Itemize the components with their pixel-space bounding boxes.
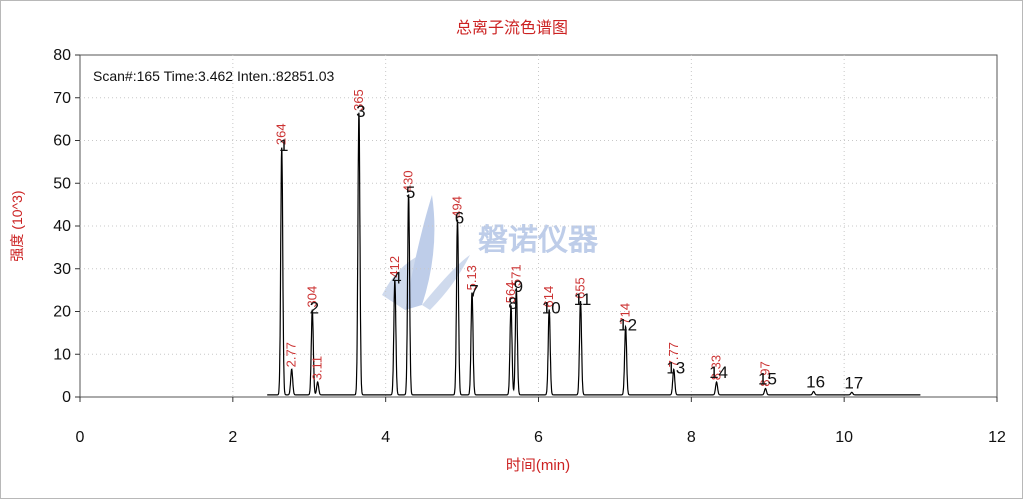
y-tick-label: 20 xyxy=(53,304,71,321)
peak-rt-label: 412 xyxy=(387,256,402,278)
x-tick-label: 8 xyxy=(687,429,696,446)
peak-rt-label: 655 xyxy=(573,277,588,299)
x-tick-label: 10 xyxy=(835,429,853,446)
peak-number-label: 17 xyxy=(844,373,863,392)
x-axis-label: 时间(min) xyxy=(506,457,570,474)
peak-rt-label: 264 xyxy=(274,123,289,145)
y-tick-label: 30 xyxy=(53,261,71,278)
peak-rt-label: 571 xyxy=(508,264,523,286)
peak-number-label: 10 xyxy=(542,299,561,318)
x-tick-label: 12 xyxy=(988,429,1006,446)
peak-number-label: 7 xyxy=(469,281,478,300)
peak-rt-label: 8.97 xyxy=(758,361,773,386)
x-tick-label: 4 xyxy=(381,429,390,446)
peak-number-label: 1 xyxy=(279,136,288,155)
peak-number-label: 5 xyxy=(406,183,415,202)
peak-number-label: 3 xyxy=(356,102,365,121)
peak-number-label: 11 xyxy=(574,290,592,309)
peak-number-label: 15 xyxy=(758,370,777,389)
y-tick-label: 80 xyxy=(53,47,71,64)
peak-number-label: 16 xyxy=(806,373,825,392)
peak-number-label: 4 xyxy=(392,269,401,288)
chart-title: 总离子流色谱图 xyxy=(456,19,568,37)
watermark-text: 磐诺仪器 xyxy=(478,224,599,257)
peak-rt-label: 2.77 xyxy=(284,342,299,367)
peak-rt-label: 714 xyxy=(618,303,633,325)
y-tick-label: 10 xyxy=(53,346,71,363)
peak-rt-label: 8.33 xyxy=(709,355,724,380)
y-tick-label: 0 xyxy=(62,389,71,406)
x-tick-label: 0 xyxy=(76,429,85,446)
x-tick-label: 6 xyxy=(534,429,543,446)
y-tick-label: 70 xyxy=(53,90,71,107)
peak-number-label: 13 xyxy=(666,358,685,377)
grid xyxy=(80,55,997,397)
scan-readout: Scan#:165 Time:3.462 Inten.:82851.03 xyxy=(93,68,335,84)
peak-number-label: 2 xyxy=(310,299,319,318)
peak-number-label: 6 xyxy=(455,209,464,228)
peak-rt-label: 494 xyxy=(450,196,465,218)
peak-rt-label: 564 xyxy=(503,281,518,303)
peak-rt-label: 5.13 xyxy=(464,265,479,290)
peak-rt-label: 304 xyxy=(304,286,319,308)
peak-number-label: 9 xyxy=(514,277,523,296)
peak-rt-label: 430 xyxy=(401,170,416,192)
peak-rt-label: 614 xyxy=(541,286,556,308)
peak-number-label: 12 xyxy=(618,316,637,335)
peak-number-label: 8 xyxy=(508,294,517,313)
peak-rt-label: 7.77 xyxy=(666,342,681,367)
peak-number-label: 14 xyxy=(709,363,728,382)
peak-rt-label: 365 xyxy=(351,89,366,111)
peak-rt-label: 3.11 xyxy=(310,356,325,380)
x-tick-label: 2 xyxy=(228,429,237,446)
chromatogram-trace xyxy=(267,112,921,396)
y-tick-label: 60 xyxy=(53,133,71,150)
watermark-leaf-icon xyxy=(405,195,435,310)
y-tick-label: 40 xyxy=(53,218,71,235)
y-tick-label: 50 xyxy=(53,175,71,192)
y-axis-label: 强度 (10^3) xyxy=(9,190,25,261)
